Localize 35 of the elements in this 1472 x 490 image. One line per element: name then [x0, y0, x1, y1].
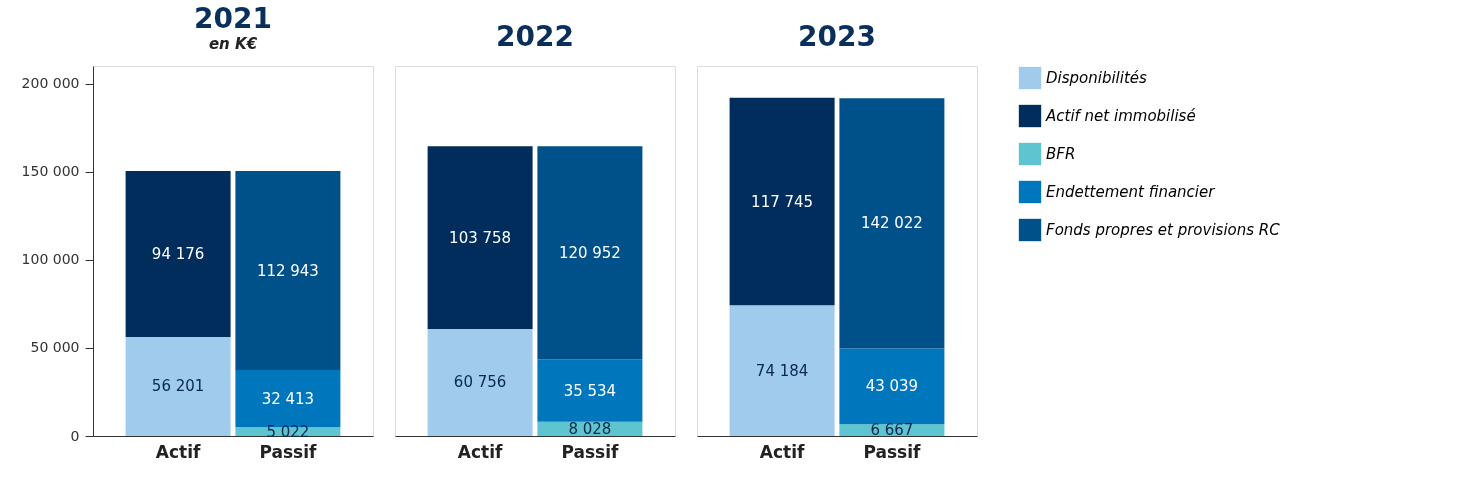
data-label: 8 028: [568, 419, 612, 438]
data-label: 142 022: [860, 214, 923, 233]
data-label: 112 943: [256, 261, 319, 280]
data-label: 5 022: [266, 422, 310, 441]
chart-title: 2022: [496, 20, 574, 53]
y-tick-label: 200 000: [21, 75, 80, 92]
data-label: 6 667: [870, 421, 914, 440]
x-tick-label: Actif: [759, 441, 805, 462]
data-label: 43 039: [865, 377, 919, 396]
legend-label: Fonds propres et provisions RC: [1046, 221, 1281, 239]
legend-label: Disponibilités: [1046, 69, 1148, 87]
x-tick-label: Passif: [863, 441, 921, 462]
legend-label: Endettement financier: [1046, 183, 1216, 201]
y-tick-label: 50 000: [30, 339, 80, 356]
y-tick-label: 0: [70, 427, 80, 444]
data-label: 60 756: [453, 373, 507, 392]
data-label: 32 413: [261, 389, 315, 408]
chart-title: 2023: [798, 20, 876, 53]
data-label: 94 176: [151, 245, 205, 264]
x-tick-label: Passif: [561, 441, 619, 462]
data-label: 103 758: [449, 228, 512, 247]
legend-label: BFR: [1046, 145, 1076, 163]
data-label: 56 201: [151, 377, 205, 396]
data-label: 35 534: [563, 381, 617, 400]
y-axis-title: en K€: [208, 35, 258, 53]
data-label: 117 745: [751, 192, 814, 211]
legend-label: Actif net immobilisé: [1045, 107, 1196, 125]
x-tick-label: Passif: [259, 441, 317, 462]
data-label: 120 952: [558, 243, 621, 262]
x-tick-label: Actif: [457, 441, 503, 462]
y-tick-label: 100 000: [21, 251, 80, 268]
chart-title: 2021: [194, 2, 272, 35]
y-tick-label: 150 000: [21, 163, 80, 180]
x-tick-label: Actif: [155, 441, 201, 462]
data-label: 74 184: [755, 361, 809, 380]
